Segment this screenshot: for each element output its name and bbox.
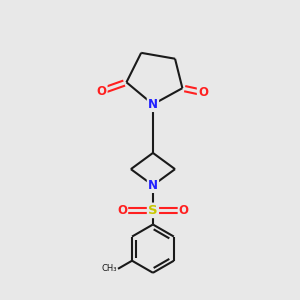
Text: N: N <box>148 98 158 111</box>
Text: O: O <box>96 85 106 98</box>
Text: O: O <box>117 204 127 217</box>
Text: O: O <box>179 204 189 217</box>
Text: CH₃: CH₃ <box>101 264 116 273</box>
Text: N: N <box>148 179 158 192</box>
Text: O: O <box>198 86 208 99</box>
Text: S: S <box>148 204 158 217</box>
